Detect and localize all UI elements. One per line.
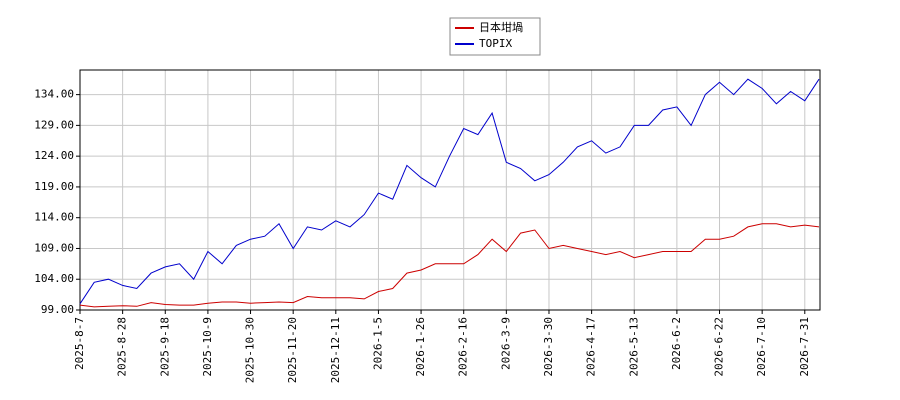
legend-label: 日本坩堝 xyxy=(479,20,523,34)
x-tick-label: 2025-10-9 xyxy=(201,317,214,377)
x-tick-label: 2026-6-2 xyxy=(670,317,683,370)
x-tick-label: 2025-11-20 xyxy=(286,317,299,383)
y-tick-label: 134.00 xyxy=(34,88,74,101)
series-line xyxy=(79,78,820,305)
x-tick-label: 2025-9-18 xyxy=(158,317,171,377)
y-tick-label: 119.00 xyxy=(34,180,74,193)
series-line xyxy=(79,223,820,308)
x-tick-label: 2026-5-13 xyxy=(627,317,640,377)
x-tick-label: 2025-10-30 xyxy=(244,317,257,383)
y-tick-label: 124.00 xyxy=(34,149,74,162)
x-tick-label: 2025-8-28 xyxy=(116,317,129,377)
x-tick-label: 2026-3-30 xyxy=(542,317,555,377)
plot-frame xyxy=(79,69,821,311)
x-tick-label: 2026-1-5 xyxy=(371,317,384,370)
x-tick-label: 2025-8-7 xyxy=(73,317,86,370)
x-tick-label: 2026-2-16 xyxy=(457,317,470,377)
x-tick-label: 2026-7-10 xyxy=(755,317,768,377)
y-tick-label: 129.00 xyxy=(34,118,74,131)
x-tick-label: 2026-6-22 xyxy=(713,317,726,377)
legend-box xyxy=(449,17,541,56)
legend-label: TOPIX xyxy=(479,37,512,50)
x-tick-label: 2026-4-17 xyxy=(585,317,598,377)
y-tick-label: 114.00 xyxy=(34,211,74,224)
x-tick-label: 2025-12-11 xyxy=(329,317,342,383)
legend: 日本坩堝 TOPIX xyxy=(449,17,541,56)
x-tick-label: 2026-1-26 xyxy=(414,317,427,377)
y-tick-label: 109.00 xyxy=(34,241,74,254)
y-tick-label: 99.00 xyxy=(41,303,74,316)
x-tick-label: 2026-3-9 xyxy=(499,317,512,370)
x-tick-label: 2026-7-31 xyxy=(798,317,811,377)
y-tick-label: 104.00 xyxy=(34,272,74,285)
